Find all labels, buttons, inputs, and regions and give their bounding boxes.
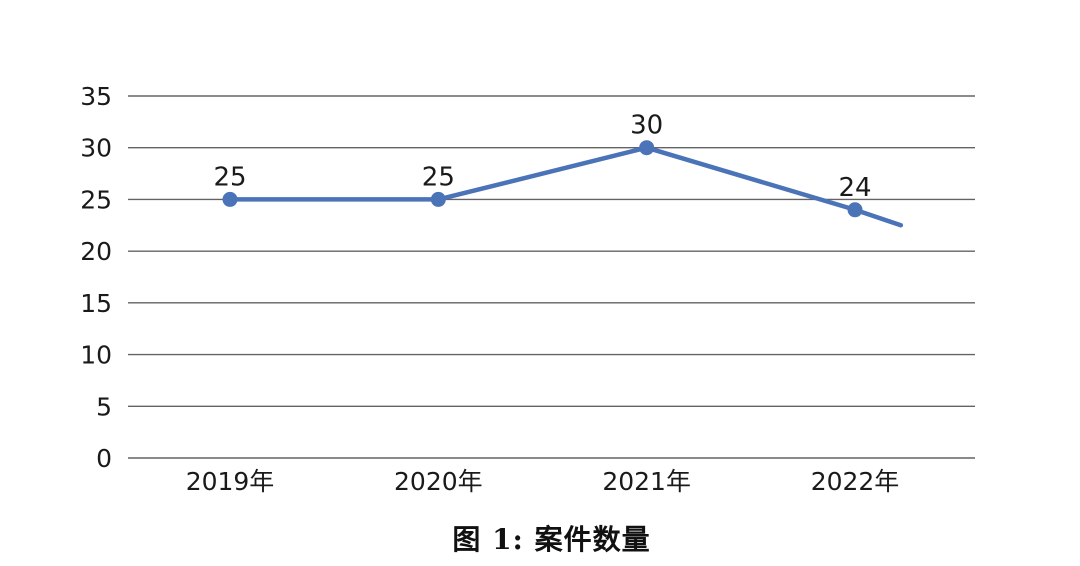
y-tick-label: 35 [80, 82, 112, 111]
y-tick-label: 5 [96, 392, 112, 421]
data-point-label: 25 [213, 162, 246, 192]
y-tick-label: 20 [80, 237, 112, 266]
data-point-marker [847, 202, 863, 218]
data-point-marker [222, 191, 238, 207]
y-tick-label: 30 [80, 134, 112, 163]
data-point-label: 30 [630, 111, 663, 141]
data-point-marker [430, 191, 446, 207]
figure-caption: 图 1: 案件数量 [452, 523, 651, 556]
x-tick-label: 2022年 [811, 467, 900, 496]
data-point-label: 24 [838, 173, 871, 203]
data-point-label: 25 [422, 162, 455, 192]
y-tick-label: 10 [80, 341, 112, 370]
series-line [227, 145, 904, 228]
x-tick-label: 2021年 [602, 467, 691, 496]
data-point-marker [639, 140, 655, 156]
x-tick-label: 2020年 [394, 467, 483, 496]
y-tick-label: 0 [96, 444, 112, 473]
y-tick-label: 25 [80, 185, 112, 214]
x-tick-label: 2019年 [186, 467, 275, 496]
y-tick-label: 15 [80, 289, 112, 318]
